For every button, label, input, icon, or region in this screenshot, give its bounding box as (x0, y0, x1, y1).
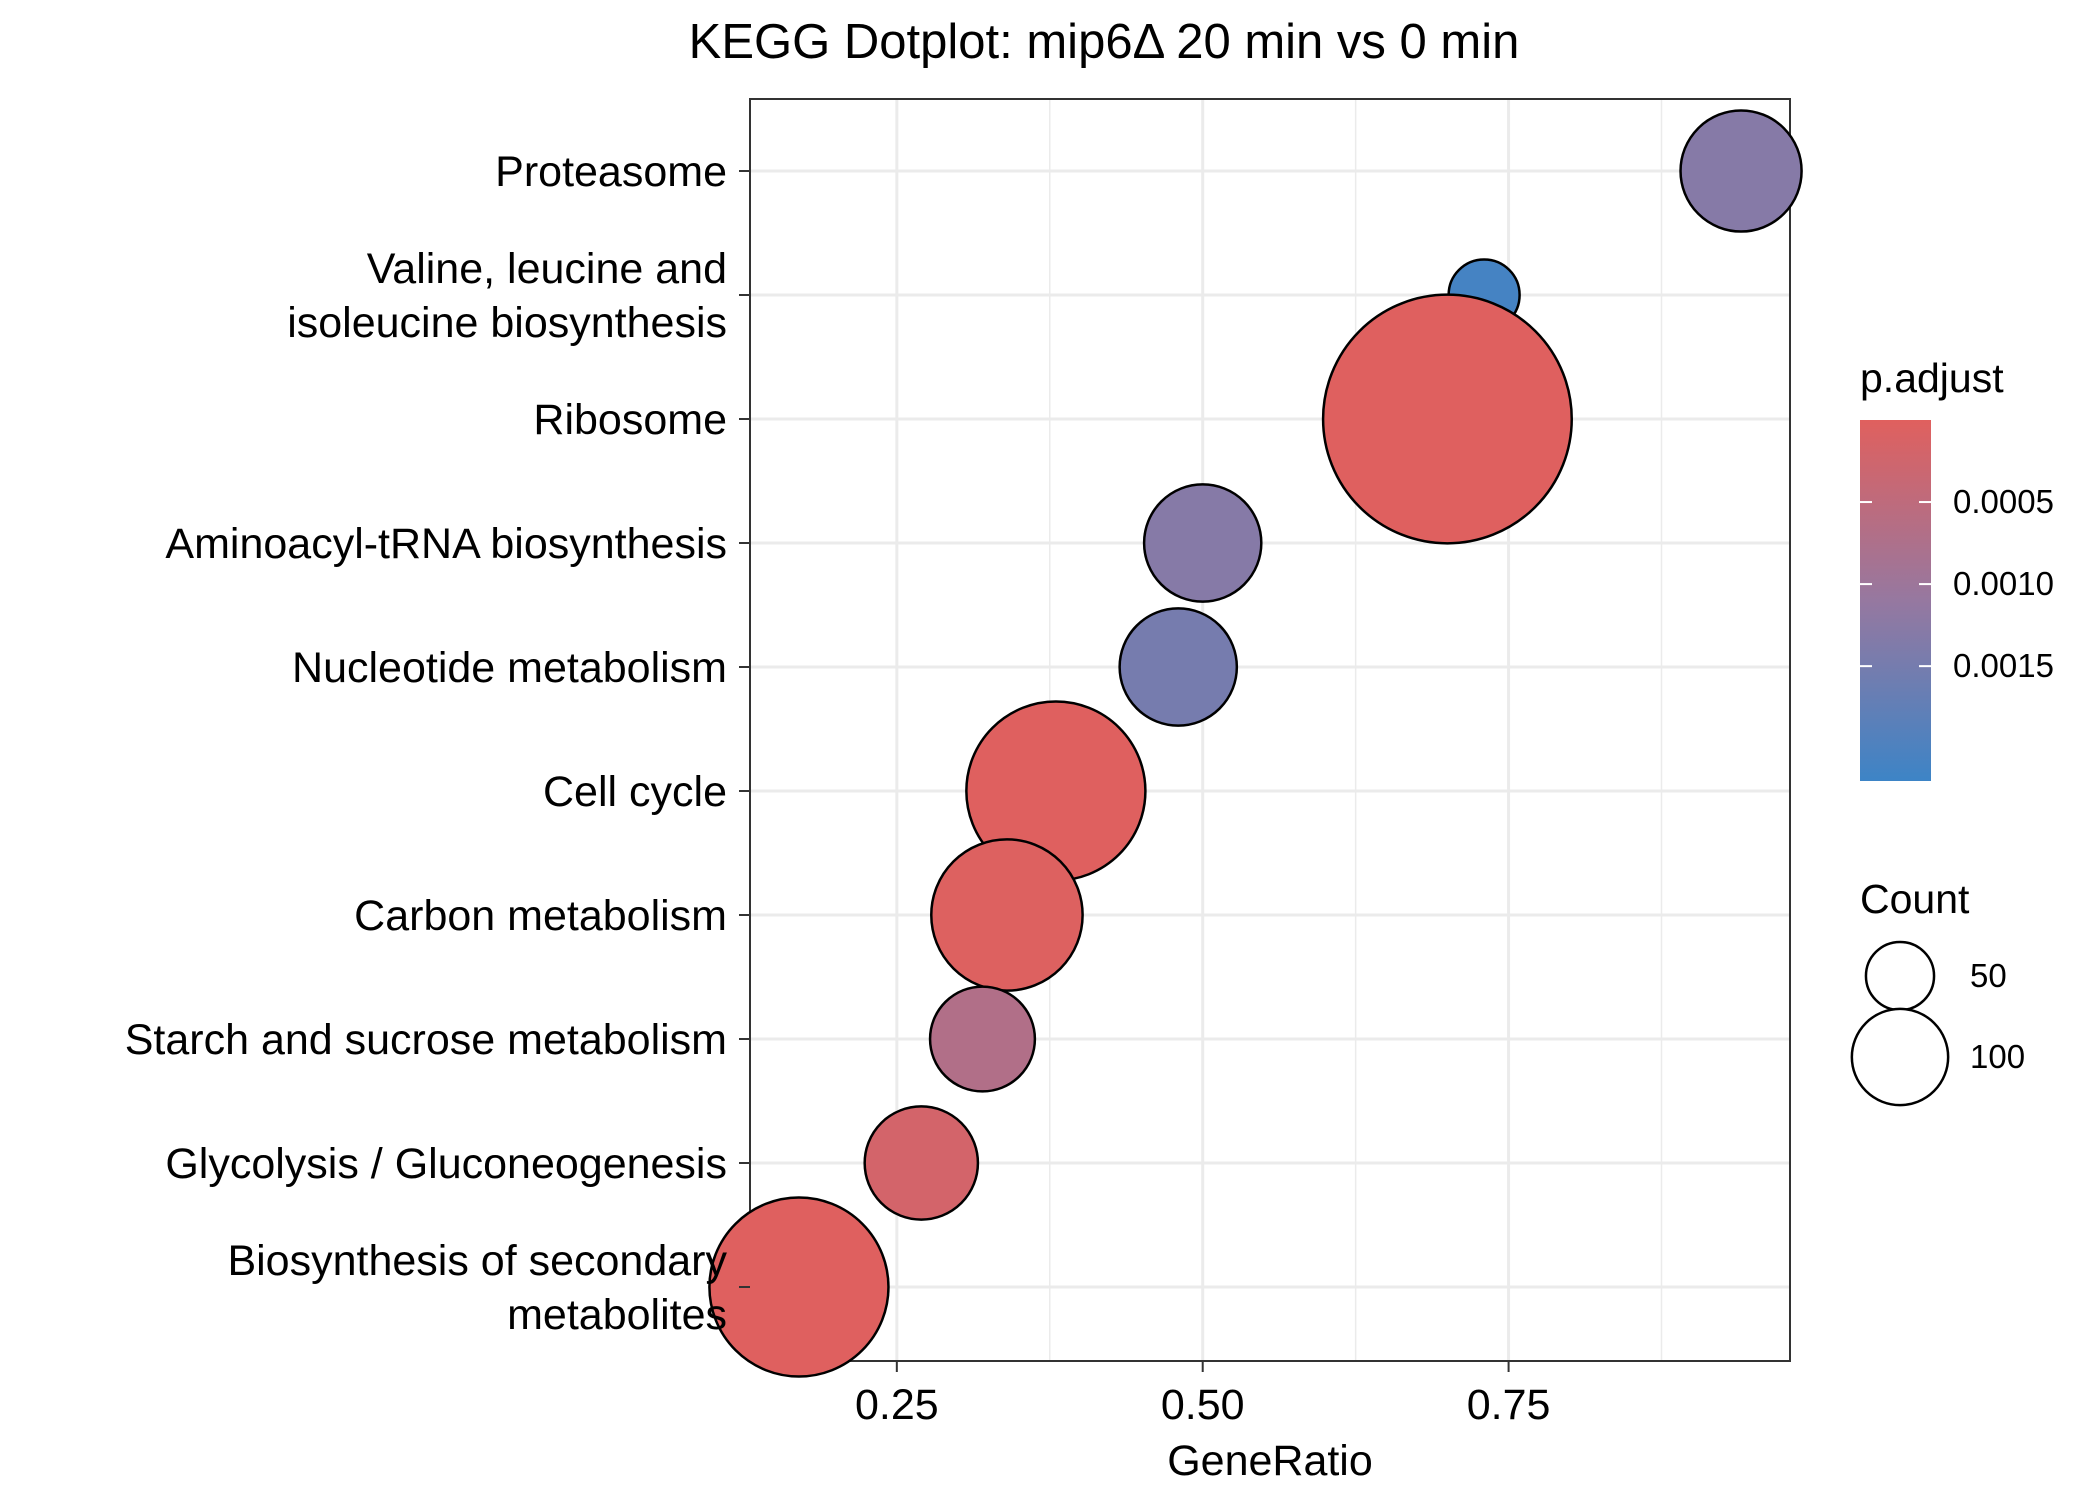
y-tick-label: Ribosome (533, 396, 727, 444)
axes: Proteasome Valine, leucine and isoleucine … (125, 148, 1551, 1429)
x-tick-label: 0.50 (1161, 1381, 1245, 1429)
data-point (1118, 607, 1239, 727)
data-point (1679, 109, 1803, 233)
color-bar-tick-label: 0.0015 (1953, 647, 2054, 684)
y-tick-label: Cell cycle (543, 768, 727, 816)
data-point (1142, 483, 1263, 603)
size-legend-title: Count (1860, 876, 1970, 922)
y-tick-label: Glycolysis / Gluconeogenesis (165, 1140, 727, 1188)
data-point (708, 1196, 890, 1378)
data-point (1321, 293, 1573, 545)
x-tick-label: 0.25 (855, 1381, 939, 1429)
data-points (708, 109, 1803, 1378)
y-tick-label: Starch and sucrose metabolism (125, 1016, 727, 1064)
size-legend-circle (1864, 940, 1936, 1012)
y-tick-label: Biosynthesis of secondary metabolites (227, 1237, 727, 1339)
y-tick-label: Aminoacyl-tRNA biosynthesis (165, 520, 727, 568)
color-bar-tick-label: 0.0010 (1953, 565, 2054, 602)
data-point (928, 985, 1037, 1093)
y-tick-label: Proteasome (495, 148, 727, 196)
plot-panel-border (749, 98, 1791, 1362)
legends: p.adjust Count 0.0005 0.0010 0.0015 50 100 (1850, 355, 2054, 1107)
size-legend-label: 50 (1970, 957, 2007, 994)
y-tick-label: Valine, leucine and isoleucine biosynthes… (287, 245, 727, 347)
color-bar (1860, 420, 1931, 781)
color-legend-title: p.adjust (1860, 355, 2004, 401)
size-legend-circle (1850, 1007, 1950, 1107)
chart-title: KEGG Dotplot: mip6Δ 20 min vs 0 min (689, 15, 1520, 69)
x-tick-label: 0.75 (1467, 1381, 1551, 1429)
y-tick-label: Nucleotide metabolism (292, 644, 727, 692)
y-tick-label: Carbon metabolism (354, 892, 727, 940)
data-point (930, 838, 1084, 992)
size-legend-label: 100 (1970, 1038, 2025, 1075)
x-axis-label: GeneRatio (1167, 1437, 1373, 1485)
data-point (863, 1105, 980, 1221)
color-bar-tick-label: 0.0005 (1953, 483, 2054, 520)
